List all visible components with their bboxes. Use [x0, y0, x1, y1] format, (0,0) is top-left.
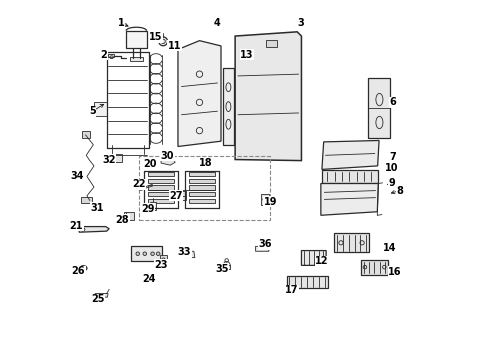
Bar [322, 170, 378, 183]
Bar [150, 202, 156, 210]
Text: 30: 30 [161, 151, 174, 161]
Polygon shape [79, 226, 109, 232]
Bar [368, 78, 391, 138]
Text: 26: 26 [72, 266, 85, 276]
Bar [108, 54, 114, 57]
Bar [223, 68, 234, 145]
Polygon shape [235, 32, 301, 161]
Bar [189, 185, 215, 190]
Bar [177, 190, 186, 201]
Text: 5: 5 [89, 106, 96, 116]
Ellipse shape [156, 252, 160, 256]
Text: 33: 33 [177, 247, 191, 257]
Bar [139, 156, 270, 220]
Text: 1: 1 [118, 18, 124, 28]
Text: 31: 31 [91, 203, 104, 212]
Polygon shape [256, 246, 269, 251]
Bar [131, 246, 163, 261]
Text: 35: 35 [215, 264, 229, 274]
Bar [189, 199, 215, 203]
Text: 28: 28 [116, 215, 129, 225]
Polygon shape [322, 140, 379, 170]
Bar [287, 276, 328, 288]
Text: 34: 34 [71, 171, 84, 181]
Text: 23: 23 [154, 260, 168, 270]
Text: 16: 16 [388, 267, 402, 277]
Text: 15: 15 [149, 32, 163, 42]
Bar [130, 57, 143, 61]
Ellipse shape [80, 228, 85, 231]
Bar [148, 172, 174, 176]
Text: 36: 36 [259, 239, 272, 249]
Bar [148, 185, 174, 190]
Polygon shape [178, 41, 221, 147]
Text: 22: 22 [132, 179, 146, 189]
Text: 32: 32 [102, 154, 116, 165]
Text: 17: 17 [285, 285, 298, 295]
Bar [81, 197, 92, 203]
Ellipse shape [137, 184, 145, 190]
Bar [361, 260, 388, 275]
Bar [261, 194, 269, 205]
Ellipse shape [159, 37, 168, 46]
Bar [82, 131, 90, 138]
Text: 11: 11 [168, 41, 181, 51]
Bar [266, 40, 277, 47]
Bar [148, 199, 174, 203]
Bar [189, 179, 215, 183]
Text: 3: 3 [297, 18, 304, 28]
Text: 24: 24 [142, 274, 156, 284]
Text: 4: 4 [214, 18, 220, 28]
Polygon shape [161, 157, 175, 165]
Text: 8: 8 [396, 186, 403, 195]
Text: 7: 7 [390, 152, 396, 162]
Polygon shape [182, 251, 195, 258]
Text: 19: 19 [264, 197, 277, 207]
Polygon shape [301, 251, 326, 265]
Text: 9: 9 [388, 178, 395, 188]
Bar [148, 192, 174, 196]
Bar [124, 212, 134, 220]
Text: 6: 6 [390, 98, 396, 107]
Polygon shape [321, 184, 378, 215]
Text: 14: 14 [383, 243, 396, 253]
Text: 2: 2 [100, 50, 107, 60]
Bar [107, 154, 122, 162]
Ellipse shape [143, 252, 147, 256]
Bar [223, 265, 230, 269]
Text: 27: 27 [170, 191, 183, 201]
Text: 21: 21 [70, 221, 83, 231]
Bar [189, 172, 215, 176]
Text: 10: 10 [385, 163, 398, 173]
Text: 20: 20 [144, 159, 157, 169]
Bar [334, 233, 369, 252]
Bar [99, 210, 103, 212]
Bar [160, 256, 167, 264]
Text: 18: 18 [198, 158, 212, 168]
Text: 13: 13 [240, 50, 253, 60]
Bar [94, 102, 107, 117]
Ellipse shape [136, 252, 140, 256]
Bar [189, 192, 215, 196]
Bar [148, 179, 174, 183]
Text: 29: 29 [141, 204, 155, 214]
Ellipse shape [151, 252, 154, 256]
Text: 25: 25 [91, 294, 104, 304]
Bar [126, 31, 147, 48]
Text: 12: 12 [315, 256, 329, 266]
Polygon shape [95, 294, 108, 297]
